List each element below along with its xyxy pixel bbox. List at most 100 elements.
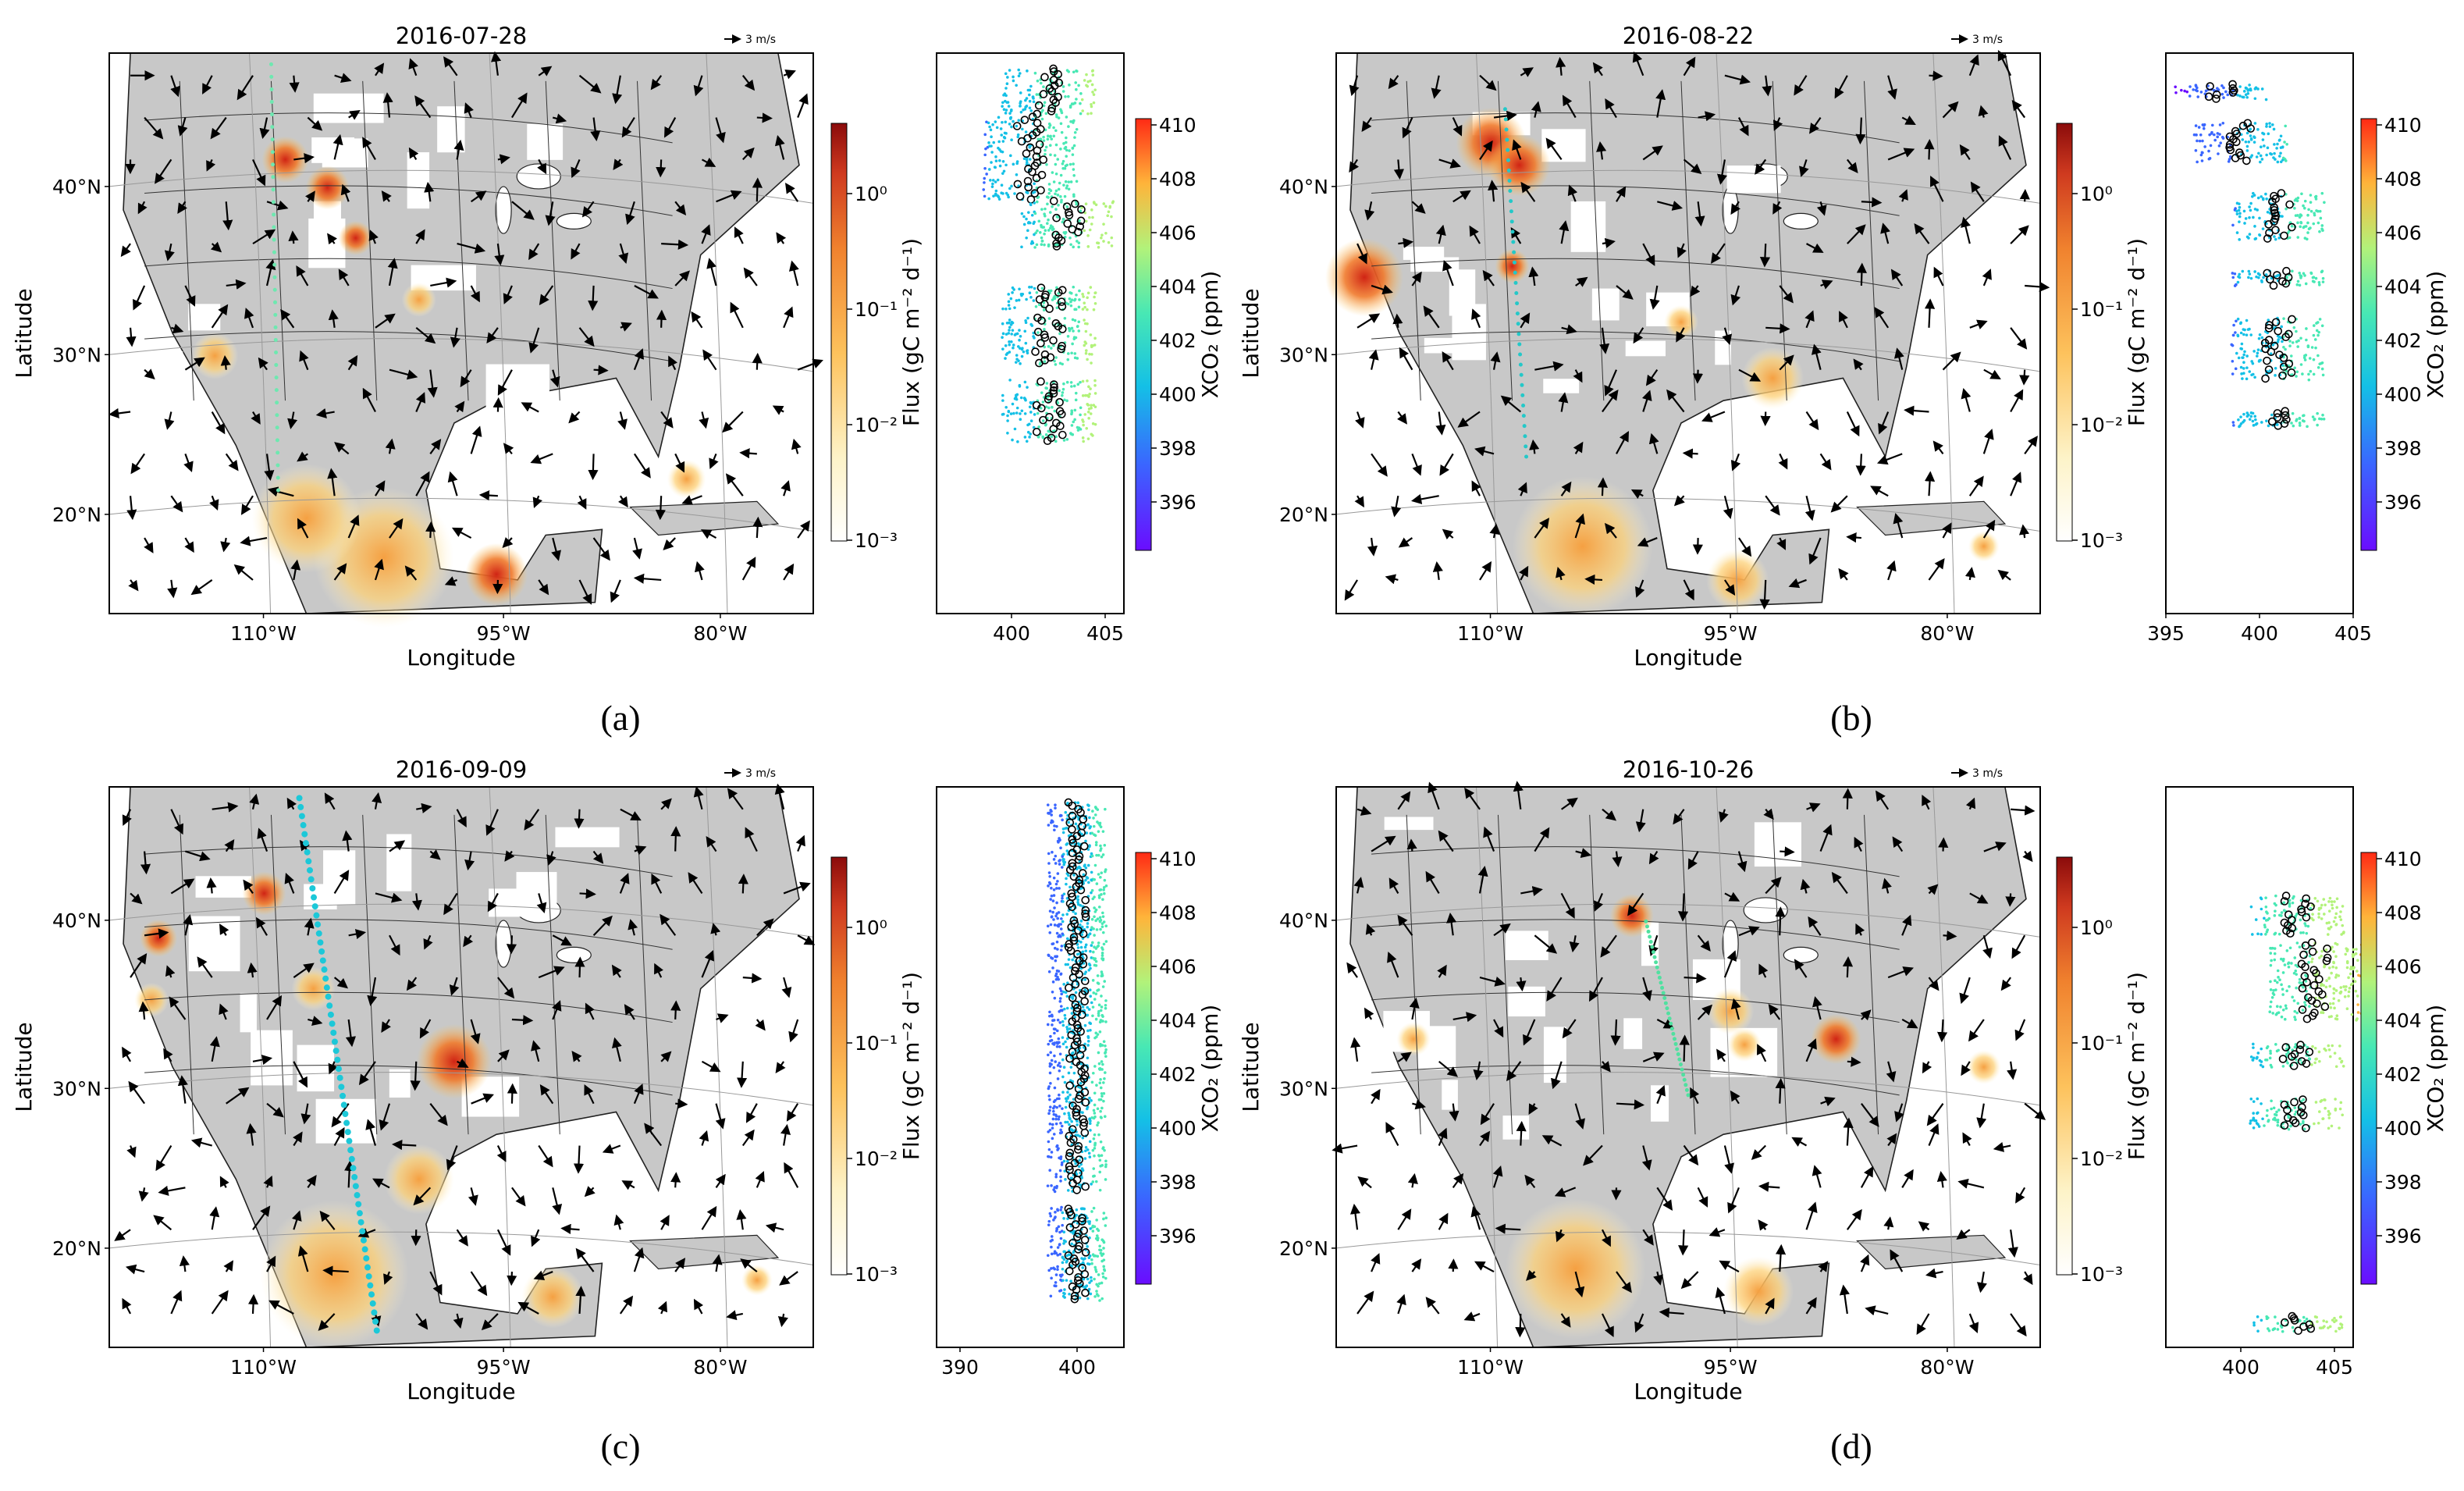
profile-sample xyxy=(2245,366,2249,369)
profile-sample xyxy=(2320,418,2324,421)
track-point xyxy=(325,993,332,1000)
profile-sample xyxy=(2256,348,2260,351)
profile-mean xyxy=(1071,199,1079,208)
profile-sample xyxy=(1074,391,1078,395)
profile-sample xyxy=(2198,139,2202,143)
profile-sample xyxy=(2268,1056,2272,1060)
profile-sample xyxy=(1059,927,1063,931)
wind-arrow xyxy=(190,579,213,596)
wind-arrow xyxy=(783,306,794,329)
wind-arrow xyxy=(171,323,184,334)
profile-sample xyxy=(2318,209,2322,213)
profile-mean xyxy=(1054,92,1062,101)
profile-sample xyxy=(999,127,1003,130)
profile-mean xyxy=(2225,132,2235,141)
wind-arrow xyxy=(571,158,581,179)
profile-sample xyxy=(1062,142,1065,145)
xco2-tick-label: 404 xyxy=(2384,276,2422,298)
profile-sample xyxy=(1073,352,1077,355)
profile-sample xyxy=(1004,163,1008,167)
profile-sample xyxy=(2264,273,2268,276)
profile-sample xyxy=(2269,1052,2272,1055)
profile-mean xyxy=(1036,377,1045,386)
wind-arrow xyxy=(781,977,792,998)
profile-sample xyxy=(1073,418,1076,422)
wind-arrow xyxy=(511,92,528,119)
profile-sample xyxy=(2252,215,2255,219)
wind-arrow xyxy=(220,537,231,553)
profile-sample xyxy=(1048,1212,1052,1215)
profile-sample xyxy=(1008,123,1012,126)
profile-sample xyxy=(2192,88,2195,91)
track-point xyxy=(326,1002,333,1009)
profile-sample xyxy=(2334,1098,2337,1101)
profile-sample xyxy=(2313,212,2316,215)
profile-sample xyxy=(1072,329,1075,333)
profile-sample xyxy=(1052,1100,1056,1104)
profile-sample xyxy=(1049,1294,1053,1298)
profile-sample xyxy=(1090,1258,1093,1261)
profile-sample xyxy=(2298,422,2302,425)
track-point xyxy=(296,795,303,802)
profile-sample xyxy=(1054,1173,1058,1176)
profile-sample xyxy=(1103,1077,1106,1080)
profile-sample xyxy=(2291,411,2295,415)
masked-cell xyxy=(1754,822,1801,867)
profile-sample xyxy=(1099,825,1103,829)
track-point xyxy=(273,300,278,304)
profile-sample xyxy=(1020,354,1024,358)
wind-arrow xyxy=(446,1145,458,1171)
track-point xyxy=(1686,1093,1691,1098)
profile-sample xyxy=(2289,1124,2292,1128)
wind-arrow xyxy=(1723,495,1733,519)
profile-sample xyxy=(1090,102,1093,106)
profile-sample xyxy=(2251,361,2255,365)
profile-sample xyxy=(2256,1329,2260,1333)
wind-arrow xyxy=(1602,237,1616,248)
wind-arrow xyxy=(1959,144,1971,161)
masked-cell xyxy=(1625,340,1666,357)
profile-sample xyxy=(2338,991,2342,995)
profile-sample xyxy=(1097,245,1100,249)
profile-sample xyxy=(1029,202,1033,205)
profile-sample xyxy=(2306,213,2309,217)
profile-sample xyxy=(1087,804,1090,807)
profile-sample xyxy=(2299,931,2302,934)
profile-mean xyxy=(2263,269,2272,278)
profile-sample xyxy=(1085,831,1089,834)
profile-sample xyxy=(1086,1245,1089,1248)
profile-sample xyxy=(1013,427,1017,431)
track-point xyxy=(356,1210,363,1217)
track-point xyxy=(1505,137,1509,142)
wind-arrow xyxy=(579,888,596,899)
profile-sample xyxy=(1093,1265,1097,1269)
graticule-line xyxy=(1335,169,2041,204)
profile-sample xyxy=(2273,914,2277,917)
wind-arrow xyxy=(618,495,628,508)
wind-arrow xyxy=(1893,347,1904,370)
flux-colorbar xyxy=(830,856,848,1276)
profile-sample xyxy=(1004,87,1008,90)
profile-sample xyxy=(2220,84,2224,87)
profile-sample xyxy=(1029,432,1032,436)
profile-mean xyxy=(1058,342,1066,351)
wind-arrow xyxy=(424,181,435,202)
profile-sample xyxy=(2269,952,2273,955)
lake xyxy=(556,212,592,230)
profile-sample xyxy=(1097,982,1100,985)
profile-sample xyxy=(1014,361,1018,364)
profile-mean xyxy=(2242,156,2251,165)
profile-sample xyxy=(2331,965,2334,969)
track-point xyxy=(272,262,277,267)
profile-sample xyxy=(2347,976,2350,980)
profile-sample xyxy=(1055,1045,1059,1048)
masked-cell xyxy=(1403,247,1445,260)
profile-sample xyxy=(1060,1124,1064,1128)
wind-arrow xyxy=(613,158,624,170)
profile-sample xyxy=(1019,110,1023,114)
wind-arrow xyxy=(545,201,556,226)
profile-sample xyxy=(1048,1065,1052,1068)
track-point xyxy=(1684,1087,1689,1092)
masked-cell xyxy=(240,993,257,1033)
